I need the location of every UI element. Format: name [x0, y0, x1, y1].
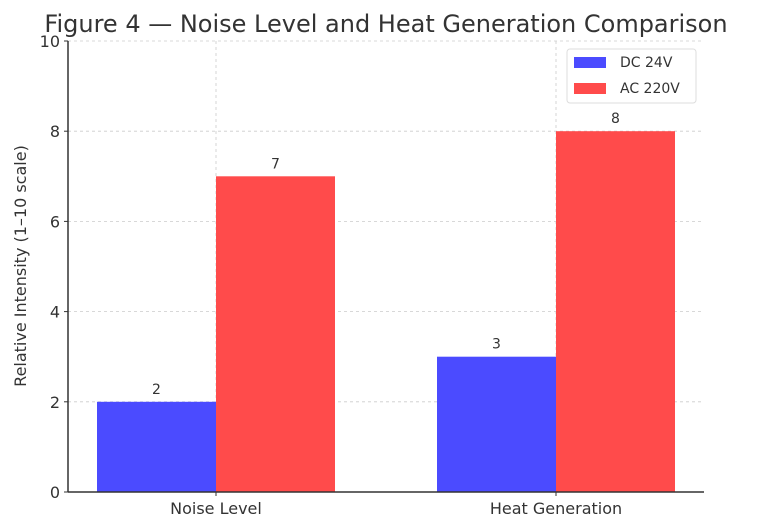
axes: 0 2 4 6 8 10 Noise Level Heat Generation: [40, 32, 704, 518]
data-label: 8: [611, 111, 620, 127]
y-tick-label: 8: [50, 122, 60, 141]
bar-dc-24v: [97, 401, 216, 492]
legend-label: DC 24V: [620, 55, 673, 71]
y-tick-label: 0: [50, 483, 60, 502]
bars: [97, 131, 675, 493]
bar-ac-220v: [556, 131, 675, 492]
bar-dc-24v: [437, 356, 556, 492]
data-label: 2: [152, 382, 161, 398]
x-tick-label: Noise Level: [170, 499, 262, 518]
legend: DC 24V AC 220V: [566, 48, 697, 104]
y-tick-label: 10: [40, 32, 60, 51]
y-tick-label: 2: [50, 393, 60, 412]
data-label: 3: [492, 337, 501, 353]
legend-swatch: [574, 83, 606, 94]
y-tick-label: 4: [50, 303, 60, 322]
data-labels: 2 7 3 8: [152, 111, 620, 398]
bar-ac-220v: [216, 176, 335, 493]
legend-swatch: [574, 57, 606, 68]
y-tick-label: 6: [50, 212, 60, 231]
chart-title: Figure 4 — Noise Level and Heat Generati…: [44, 10, 727, 38]
legend-label: AC 220V: [620, 81, 680, 97]
y-axis-label: Relative Intensity (1–10 scale): [11, 145, 30, 387]
x-tick-label: Heat Generation: [490, 499, 622, 518]
data-label: 7: [271, 156, 280, 172]
